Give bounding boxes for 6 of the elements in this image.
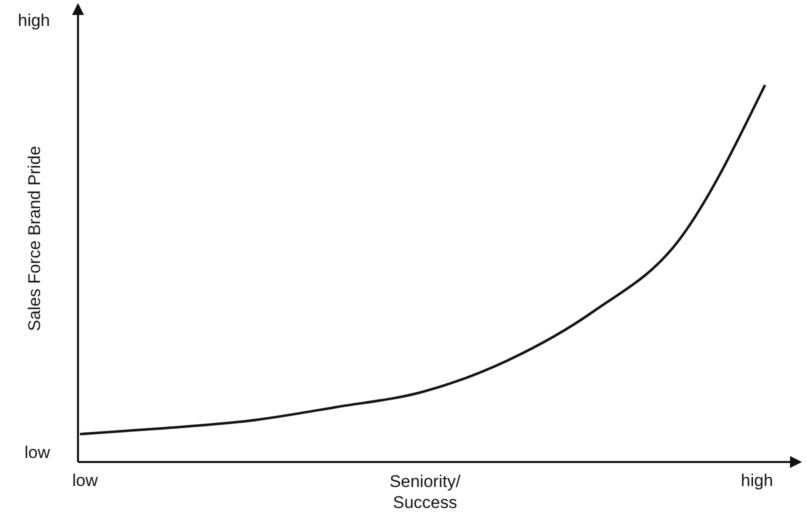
text: high <box>18 11 50 30</box>
text: high <box>740 471 774 490</box>
y-axis-title: Sales Force Brand Pride <box>25 146 44 332</box>
text: low <box>72 471 98 490</box>
x-axis-title: Seniority/ Success <box>390 472 461 512</box>
text: low <box>24 443 51 462</box>
